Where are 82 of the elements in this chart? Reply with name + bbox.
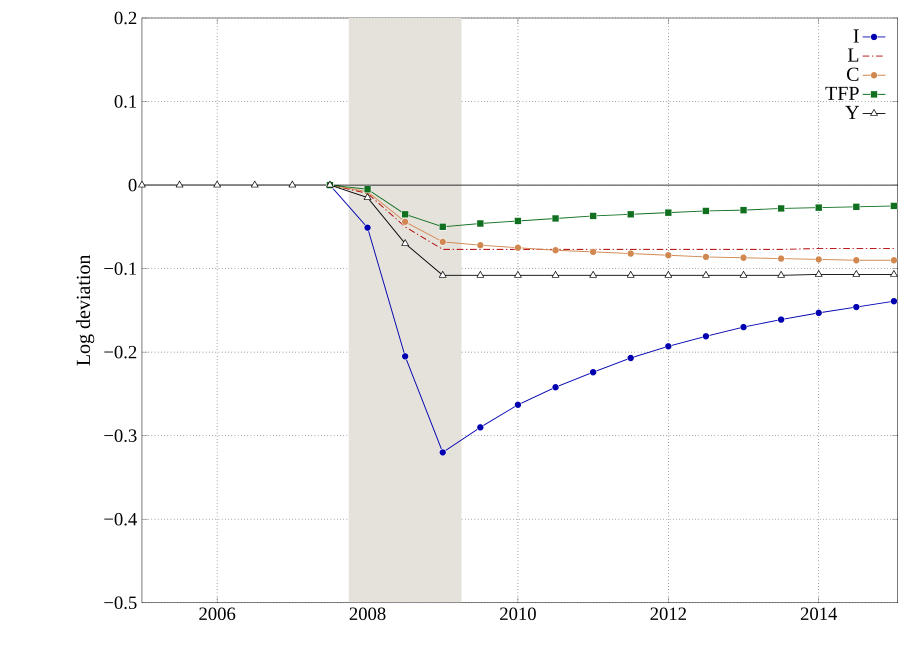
legend-label: TFP [825, 86, 859, 100]
point [288, 180, 296, 188]
point [626, 354, 634, 362]
point [664, 342, 672, 350]
point [814, 309, 822, 317]
point [852, 256, 860, 264]
point [814, 256, 822, 264]
point [514, 271, 522, 278]
point [476, 271, 484, 278]
point [740, 254, 748, 262]
y-tick-label: 0.1 [114, 95, 136, 108]
point [777, 204, 785, 212]
y-tick-label: 0 [128, 178, 137, 192]
point [589, 212, 597, 220]
point [777, 271, 785, 278]
point [740, 206, 748, 214]
point [138, 180, 146, 188]
y-tick-label: −0.4 [104, 513, 137, 526]
point [250, 180, 259, 188]
legend-label: L [848, 48, 858, 62]
point [702, 207, 710, 215]
point [626, 210, 634, 218]
point [552, 384, 560, 392]
x-tick-label: 2012 [650, 608, 686, 620]
point [439, 223, 446, 231]
point [213, 180, 221, 188]
point [777, 316, 785, 324]
point [552, 271, 560, 278]
y-tick-label: −0.5 [104, 596, 137, 610]
point [626, 271, 635, 278]
point [176, 180, 184, 188]
point [401, 210, 409, 218]
point [814, 204, 822, 212]
point [401, 218, 409, 226]
point [702, 332, 710, 340]
legend-label: I [854, 30, 859, 43]
point [740, 271, 748, 278]
point [852, 303, 860, 311]
x-tick-label: 2006 [199, 608, 236, 620]
point [364, 193, 372, 200]
point [740, 323, 748, 331]
point [814, 270, 823, 277]
point [664, 271, 672, 278]
point [476, 220, 484, 228]
point [664, 252, 672, 260]
point [439, 238, 446, 246]
legend-label: Y [845, 106, 859, 120]
x-tick-label: 2008 [350, 608, 386, 620]
point [364, 186, 372, 194]
point [476, 242, 484, 250]
point [702, 271, 710, 278]
point [514, 244, 522, 252]
point [401, 239, 409, 246]
legend-label: C [846, 68, 858, 82]
point [552, 214, 560, 222]
point [664, 209, 672, 216]
point [852, 203, 860, 211]
point [777, 254, 785, 262]
y-tick-label: 0.2 [114, 12, 136, 24]
point [852, 270, 860, 277]
x-tick-label: 2010 [500, 608, 536, 620]
y-tick-label: −0.2 [104, 346, 136, 359]
point [890, 256, 898, 264]
point [890, 202, 898, 210]
y-tick-label: −0.3 [104, 429, 137, 442]
point [514, 401, 522, 409]
point [401, 352, 409, 360]
y-axis-title: Log deviation [76, 254, 94, 366]
point [589, 368, 597, 376]
x-tick-label: 2014 [800, 608, 838, 620]
point [552, 246, 560, 254]
y-tick-label: −0.1 [104, 262, 136, 276]
point [589, 271, 597, 278]
point [439, 448, 446, 456]
point [589, 248, 597, 256]
point [438, 271, 447, 278]
point [626, 250, 634, 258]
point [514, 217, 522, 225]
point [476, 424, 484, 432]
point [890, 298, 898, 306]
point [702, 253, 710, 261]
point [364, 224, 372, 232]
